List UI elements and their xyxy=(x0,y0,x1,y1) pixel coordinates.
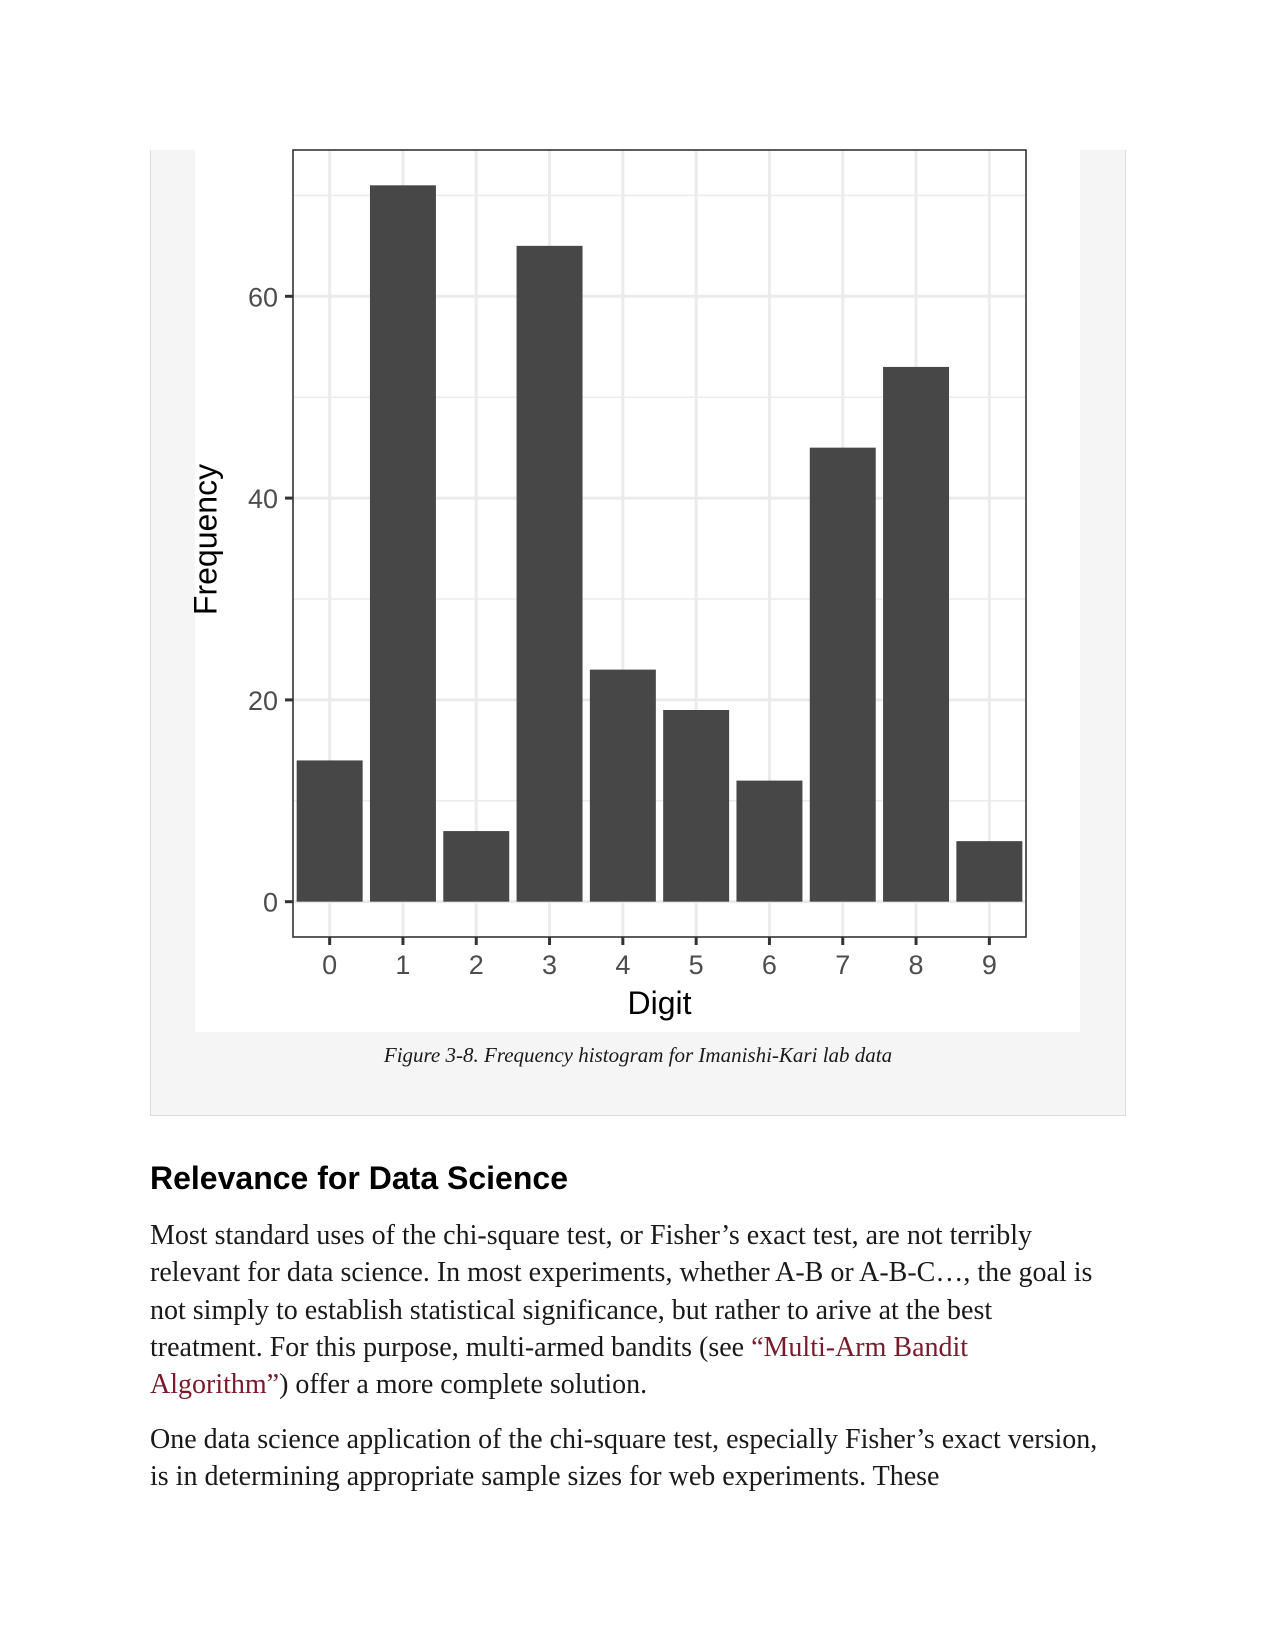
frequency-histogram-chart: 0 20 40 60 0 1 2 3 4 5 6 7 8 9 Frequency Digit xyxy=(187,149,1027,1021)
figure-caption: Figure 3-8. Frequency histogram for Iman… xyxy=(383,1043,893,1067)
x-tick-label: 5 xyxy=(689,950,704,980)
bar-digit-8 xyxy=(883,366,950,902)
y-tick-label: 60 xyxy=(248,282,278,312)
x-tick-label: 4 xyxy=(615,950,630,980)
x-tick-label: 2 xyxy=(469,950,484,980)
bar-digit-5 xyxy=(663,709,730,902)
x-tick-label: 1 xyxy=(395,950,410,980)
y-tick-label: 40 xyxy=(248,484,278,514)
multi-arm-bandit-link[interactable]: “Multi-Arm Bandit Algorithm” xyxy=(150,1331,969,1401)
bar-digit-3 xyxy=(516,245,583,902)
panel-border xyxy=(292,149,1027,938)
y-tick-label: 0 xyxy=(263,888,278,918)
paragraph-1-text-end: ) offer a more complete solution. xyxy=(279,1369,648,1401)
x-tick-label: 8 xyxy=(909,950,924,980)
paragraph-1-text-start: Most standard uses of the chi-square tes… xyxy=(150,1220,1093,1363)
x-tick-label: 0 xyxy=(322,950,337,980)
x-tick-label: 3 xyxy=(542,950,557,980)
x-tick-label: 7 xyxy=(835,950,850,980)
bar-digit-6 xyxy=(736,780,803,902)
paragraph-1: Most standard uses of the chi-square tes… xyxy=(150,1217,1110,1403)
bar-digit-7 xyxy=(809,447,876,902)
bar-digit-9 xyxy=(956,841,1023,902)
section-heading: Relevance for Data Science xyxy=(150,1160,568,1196)
bar-digit-1 xyxy=(369,185,436,902)
bar-digit-4 xyxy=(589,669,656,902)
x-axis-title: Digit xyxy=(627,985,691,1021)
bar-digit-0 xyxy=(296,760,363,902)
paragraph-2: One data science application of the chi-… xyxy=(150,1424,1098,1493)
x-tick-label: 9 xyxy=(982,950,997,980)
bars xyxy=(296,185,1023,902)
axes: 0 20 40 60 0 1 2 3 4 5 6 7 8 9 xyxy=(248,282,997,980)
bar-digit-2 xyxy=(443,831,510,902)
x-tick-label: 6 xyxy=(762,950,777,980)
y-axis-title: Frequency xyxy=(187,464,223,615)
y-tick-label: 20 xyxy=(248,686,278,716)
